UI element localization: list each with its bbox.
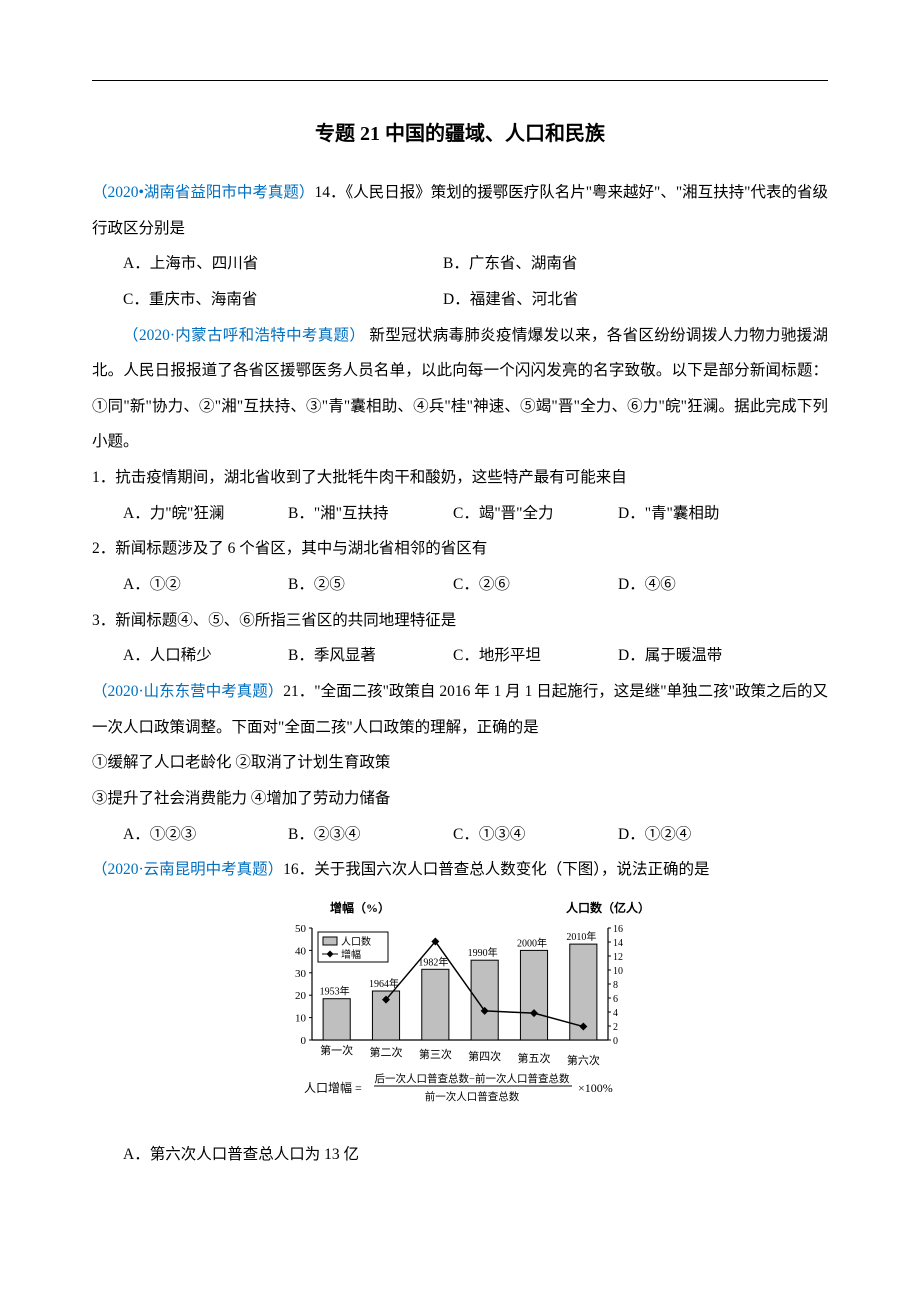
top-rule [92, 80, 828, 81]
q14-stem-line: （2020•湖南省益阳市中考真题）14．《人民日报》策划的援鄂医疗队名片"粤来越… [92, 175, 828, 246]
svg-text:1990年: 1990年 [468, 946, 498, 959]
q1-opt-c: C．竭"晋"全力 [453, 496, 618, 532]
svg-text:人口数: 人口数 [341, 935, 371, 948]
q14-opt-d: D．福建省、河北省 [443, 282, 578, 318]
q14-opt-a: A．上海市、四川省 [123, 246, 443, 282]
q3-opt-b: B．季风显著 [288, 638, 453, 674]
svg-text:第一次: 第一次 [320, 1043, 353, 1057]
svg-text:第四次: 第四次 [468, 1049, 501, 1063]
q2-opt-d: D．④⑥ [618, 567, 783, 603]
q2-opt-a: A．①② [123, 567, 288, 603]
svg-text:50: 50 [295, 923, 307, 935]
q1-opt-a: A．力"皖"狂澜 [123, 496, 288, 532]
svg-text:后一次人口普查总数−前一次人口普查总数: 后一次人口普查总数−前一次人口普查总数 [375, 1072, 570, 1085]
svg-text:人口数（亿人）: 人口数（亿人） [566, 900, 650, 915]
svg-text:第六次: 第六次 [567, 1053, 600, 1067]
q3-opt-d: D．属于暖温带 [618, 638, 783, 674]
q1-opts: A．力"皖"狂澜 B．"湘"互扶持 C．竭"晋"全力 D．"青"囊相助 [92, 496, 828, 532]
svg-text:6: 6 [613, 994, 618, 1005]
q21-num: 21． [283, 683, 314, 700]
q21-opt-a: A．①②③ [123, 817, 288, 853]
q2-opt-c: C．②⑥ [453, 567, 618, 603]
passage1: （2020·内蒙古呼和浩特中考真题） 新型冠状病毒肺炎疫情爆发以来，各省区纷纷调… [92, 318, 828, 461]
svg-text:第二次: 第二次 [370, 1045, 403, 1059]
q1-opt-b: B．"湘"互扶持 [288, 496, 453, 532]
svg-text:2010年: 2010年 [566, 930, 596, 943]
census-chart: 0 10 20 30 40 50 0 2 4 6 8 10 12 14 16 增幅（%） 人口数（亿人） 人口数增… [270, 898, 650, 1132]
q2-opts: A．①② B．②⑤ C．②⑥ D．④⑥ [92, 567, 828, 603]
q21-line2: ③提升了社会消费能力 ④增加了劳动力储备 [92, 781, 828, 817]
q16-num: 16． [283, 861, 314, 878]
q16-source: （2020·云南昆明中考真题） [92, 861, 283, 878]
svg-text:10: 10 [295, 1012, 307, 1024]
q14-opts-row1: A．上海市、四川省 B．广东省、湖南省 [92, 246, 828, 282]
q21-opt-b: B．②③④ [288, 817, 453, 853]
svg-text:20: 20 [295, 990, 307, 1002]
svg-text:8: 8 [613, 980, 618, 991]
q21-opts: A．①②③ B．②③④ C．①③④ D．①②④ [92, 817, 828, 853]
q16-opt-a: A．第六次人口普查总人口为 13 亿 [123, 1137, 359, 1173]
q3-opt-c: C．地形平坦 [453, 638, 618, 674]
q21-opt-c: C．①③④ [453, 817, 618, 853]
svg-text:增幅（%）: 增幅（%） [330, 900, 390, 915]
svg-text:30: 30 [295, 968, 307, 980]
q16-stem-line: （2020·云南昆明中考真题）16．关于我国六次人口普查总人数变化（下图），说法… [92, 852, 828, 888]
svg-text:增幅: 增幅 [341, 948, 361, 961]
svg-text:2000年: 2000年 [517, 936, 547, 949]
q14-opt-c: C．重庆市、海南省 [123, 282, 443, 318]
q3-opts: A．人口稀少 B．季风显著 C．地形平坦 D．属于暖温带 [92, 638, 828, 674]
passage1-body: 新型冠状病毒肺炎疫情爆发以来，各省区纷纷调拨人力物力驰援湖北。人民日报报道了各省… [92, 327, 828, 451]
census-chart-svg: 0 10 20 30 40 50 0 2 4 6 8 10 12 14 16 增幅（%） 人口数（亿人） 人口数增… [270, 898, 650, 1118]
q16-stem: 关于我国六次人口普查总人数变化（下图），说法正确的是 [314, 861, 709, 878]
page: 专题 21 中国的疆域、人口和民族 （2020•湖南省益阳市中考真题）14．《人… [0, 0, 920, 1213]
svg-text:16: 16 [613, 924, 623, 935]
svg-text:0: 0 [301, 1035, 307, 1047]
svg-text:第三次: 第三次 [419, 1047, 452, 1061]
svg-text:1953年: 1953年 [320, 985, 350, 998]
q21-stem-line: （2020·山东东营中考真题）21．"全面二孩"政策自 2016 年 1 月 1… [92, 674, 828, 745]
svg-text:10: 10 [613, 966, 623, 977]
q14-source: （2020•湖南省益阳市中考真题） [92, 184, 314, 201]
q21-line1: ①缓解了人口老龄化 ②取消了计划生育政策 [92, 745, 828, 781]
svg-text:0: 0 [613, 1036, 618, 1047]
chart-container: 0 10 20 30 40 50 0 2 4 6 8 10 12 14 16 增幅（%） 人口数（亿人） 人口数增… [92, 898, 828, 1132]
q14-opts-row2: C．重庆市、海南省 D．福建省、河北省 [92, 282, 828, 318]
svg-text:×100%: ×100% [578, 1081, 613, 1095]
q2-opt-b: B．②⑤ [288, 567, 453, 603]
q3-opt-a: A．人口稀少 [123, 638, 288, 674]
svg-text:前一次人口普查总数: 前一次人口普查总数 [425, 1090, 520, 1103]
q2-stem: 2．新闻标题涉及了 6 个省区，其中与湖北省相邻的省区有 [92, 531, 828, 567]
q21-opt-d: D．①②④ [618, 817, 783, 853]
svg-text:40: 40 [295, 945, 307, 957]
q14-num: 14． [314, 184, 345, 201]
passage1-source: （2020·内蒙古呼和浩特中考真题） [123, 327, 365, 344]
q1-stem: 1．抗击疫情期间，湖北省收到了大批牦牛肉干和酸奶，这些特产最有可能来自 [92, 460, 828, 496]
svg-text:人口增幅 =: 人口增幅 = [304, 1080, 362, 1095]
svg-text:14: 14 [613, 938, 623, 949]
svg-text:12: 12 [613, 952, 623, 963]
svg-text:第五次: 第五次 [518, 1051, 551, 1065]
q3-stem: 3．新闻标题④、⑤、⑥所指三省区的共同地理特征是 [92, 603, 828, 639]
q21-source: （2020·山东东营中考真题） [92, 683, 283, 700]
topic-title: 专题 21 中国的疆域、人口和民族 [92, 111, 828, 157]
svg-text:2: 2 [613, 1022, 618, 1033]
q16-opts-row: A．第六次人口普查总人口为 13 亿 [92, 1137, 828, 1173]
svg-text:4: 4 [613, 1008, 618, 1019]
svg-text:1964年: 1964年 [369, 977, 399, 990]
q1-opt-d: D．"青"囊相助 [618, 496, 783, 532]
q14-opt-b: B．广东省、湖南省 [443, 246, 577, 282]
